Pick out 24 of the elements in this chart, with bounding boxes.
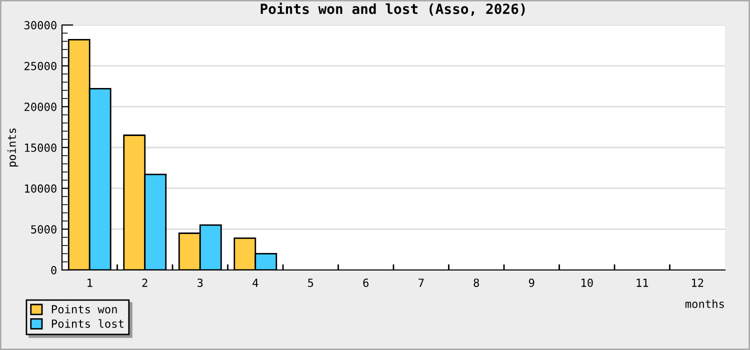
x-tick-label: 10 xyxy=(582,278,593,287)
y-axis-title: points xyxy=(7,128,18,167)
y-tick-label: 10000 xyxy=(25,184,56,193)
x-tick-label: 12 xyxy=(692,278,704,287)
legend-label: Points lost xyxy=(52,319,124,328)
x-tick-label: 8 xyxy=(474,278,480,287)
y-tick-label: 20000 xyxy=(24,102,56,112)
y-tick-label: 0 xyxy=(51,266,56,274)
y-tick-label: 30000 xyxy=(24,21,56,30)
chart-title: Points won and lost (Asso, 2026) xyxy=(260,2,525,16)
x-tick-label: 11 xyxy=(636,278,648,287)
y-tick-label: 15000 xyxy=(25,144,56,152)
x-tick-label: 9 xyxy=(528,278,534,287)
x-tick-label: 1 xyxy=(88,278,92,287)
x-tick-label: 4 xyxy=(252,278,258,287)
y-tick-label: 25000 xyxy=(24,62,56,70)
x-axis-title: months xyxy=(685,299,724,308)
x-tick-label: 3 xyxy=(198,278,203,287)
x-tick-label: 2 xyxy=(142,278,148,287)
x-tick-label: 7 xyxy=(418,278,424,287)
y-tick-label: 5000 xyxy=(31,225,56,234)
x-tick-label: 5 xyxy=(308,278,314,287)
legend-label: Points won xyxy=(52,304,117,314)
x-tick-label: 6 xyxy=(363,278,368,287)
